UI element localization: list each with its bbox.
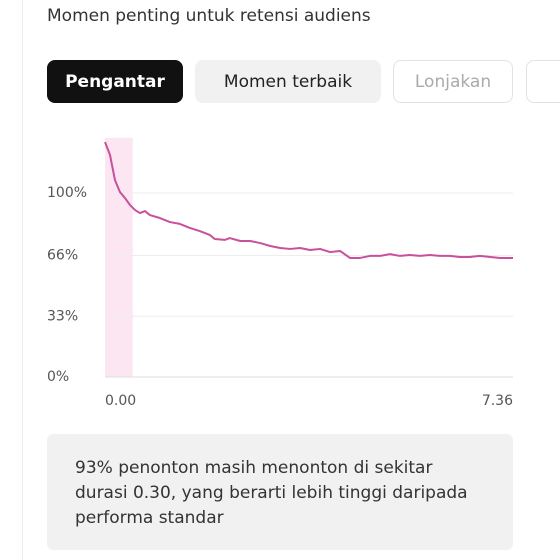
info-note: 93% penonton masih menonton di sekitar d… [47, 434, 513, 550]
section-title: Momen penting untuk retensi audiens [47, 6, 371, 26]
y-tick-label: 33% [47, 308, 78, 324]
tab[interactable]: Momen terbaik [195, 60, 381, 103]
tab-partial[interactable] [526, 60, 560, 103]
tab[interactable]: Lonjakan [393, 60, 513, 103]
y-tick-label: 0% [47, 369, 69, 385]
card-edge [22, 0, 23, 560]
highlight-band [105, 137, 133, 377]
y-tick-label: 100% [47, 185, 87, 201]
y-tick-label: 66% [47, 248, 78, 264]
x-tick-label: 7.36 [482, 393, 513, 409]
x-tick-label: 0.00 [105, 393, 136, 409]
retention-line [104, 141, 513, 259]
chart: 0% 33% 66% 100% 0.00 7.36 [47, 137, 513, 409]
tab[interactable]: Pengantar [47, 60, 183, 103]
